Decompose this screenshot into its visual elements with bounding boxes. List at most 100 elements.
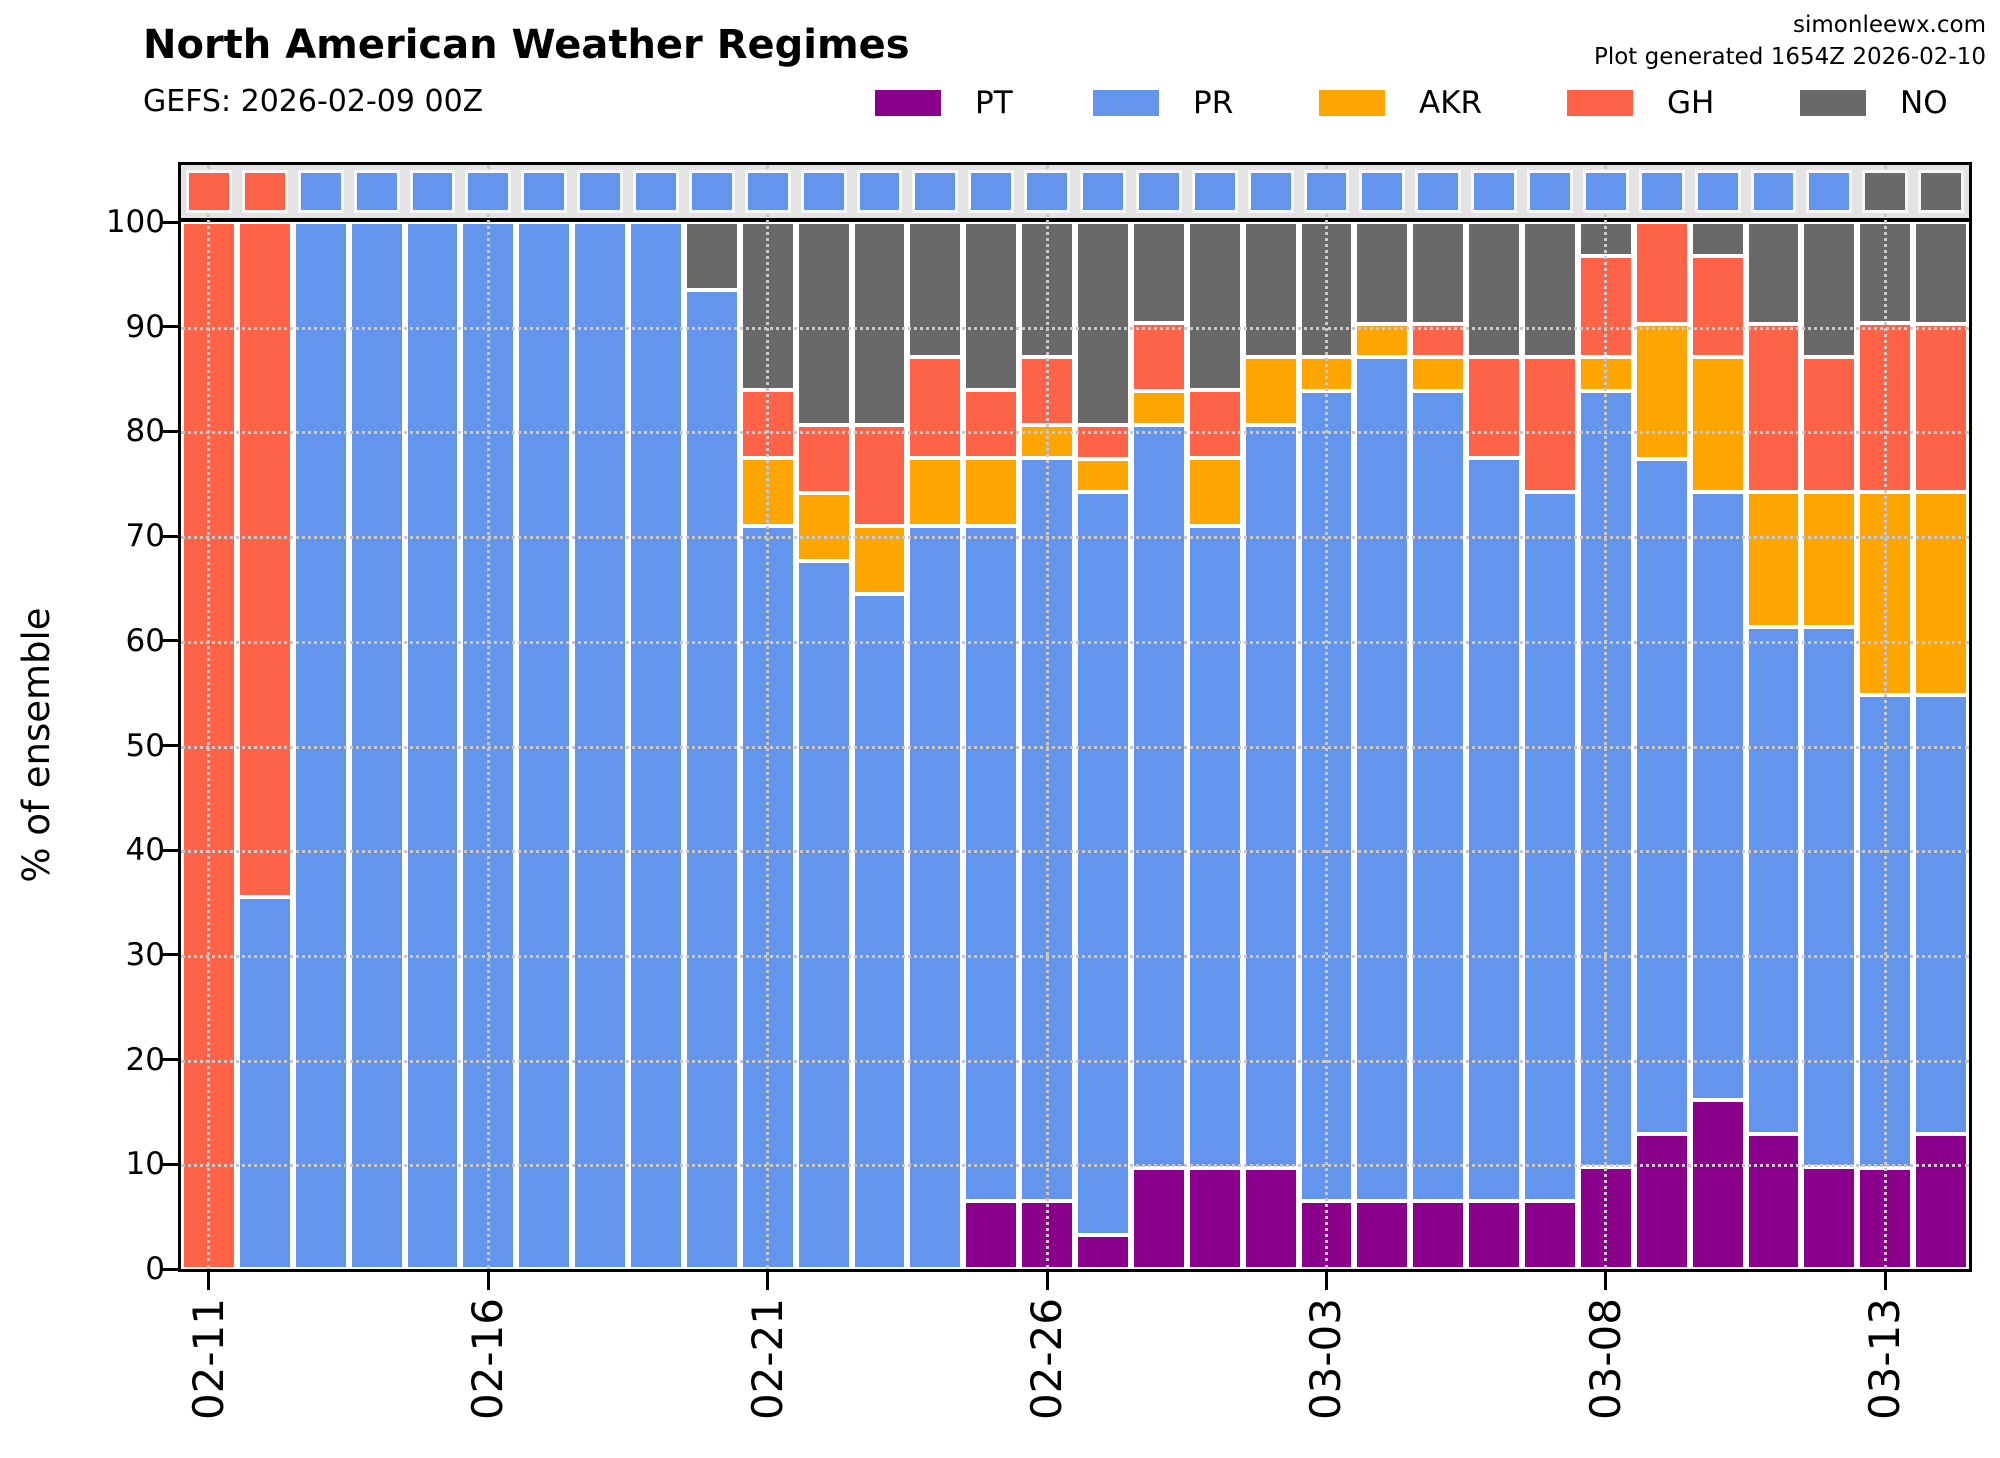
h-gridline-90 [181,326,1969,330]
legend-swatch-gh [1567,90,1633,116]
strip-cell [852,165,908,218]
generated-timestamp: Plot generated 1654Z 2026-02-10 [1593,44,1986,70]
legend-label-pr: PR [1193,85,1234,121]
regime-tile-gh [241,170,288,213]
bar-segment-no [796,222,851,425]
bar-segment-pr [1746,627,1801,1134]
bar-segment-pt [1523,1200,1577,1269]
legend-swatch-akr [1319,90,1385,116]
bar-segment-gh [852,424,907,527]
regime-tile-pr [1024,170,1070,213]
bar-column-02-28 [1131,222,1187,1269]
bar-segment-akr [1746,492,1801,628]
h-gridline-10 [181,1164,1969,1168]
strip-cell [1746,165,1802,218]
bar-segment-pt [1746,1133,1801,1269]
bar-segment-no [1131,222,1186,324]
bar-segment-pr [1802,627,1857,1168]
regime-tile-pr [1806,170,1853,213]
bar-segment-pt [964,1200,1019,1269]
regime-tile-pr [1582,170,1629,213]
strip-cell [1131,165,1187,218]
x-tick [766,1272,770,1290]
h-gridline-50 [181,745,1969,749]
bar-segment-no [1523,222,1577,358]
bar-segment-pt [1467,1201,1521,1269]
legend-label-gh: GH [1667,85,1715,121]
y-tick-label-20: 20 [125,1041,165,1078]
bar-segment-no [908,222,963,357]
regime-tile-pr [856,170,903,213]
bar-segment-pt [1802,1167,1857,1269]
strip-cell [1522,165,1578,218]
regime-tile-gh [186,170,232,213]
strip-cell [1466,165,1522,218]
legend-item-pt: PT [875,86,1013,120]
bar-segment-no [1690,222,1745,256]
strip-cell [460,165,516,218]
h-gridline-60 [181,640,1969,644]
v-gridline [1324,165,1328,1269]
y-tick [161,639,178,643]
y-tick [161,848,178,852]
bar-segment-no [1243,222,1298,357]
bar-segment-no [1914,222,1968,324]
bar-segment-no [1467,222,1521,357]
v-gridline [486,165,490,1269]
strip-cell [684,165,740,218]
bar-segment-no [1746,222,1801,324]
bar-segment-no [1802,222,1857,358]
regime-tile-pr [521,170,568,213]
y-tick-label-10: 10 [125,1146,165,1183]
legend-item-gh: GH [1567,86,1714,120]
bar-segment-gh [964,390,1019,459]
regime-tile-pr [1080,170,1126,213]
strip-cell [1857,165,1913,218]
strip-cell [907,165,963,218]
bar-segment-pr [852,594,907,1269]
strip-cell [1801,165,1857,218]
regime-tile-pr [577,170,623,213]
y-tick [161,325,178,329]
legend: PT PR AKR GH NO [0,86,2000,120]
legend-item-pr: PR [1093,86,1233,120]
strip-cell [1913,165,1969,218]
website-credit: simonleewx.com [1793,12,1986,38]
regime-tile-pr [1359,170,1406,213]
regime-tile-no [1862,170,1909,213]
y-tick [161,1058,178,1062]
bar-column-02-27 [1075,222,1131,1269]
strip-cell [405,165,461,218]
y-tick-label-80: 80 [125,413,165,450]
v-gridline [1883,165,1887,1269]
regime-tile-pr [1694,170,1741,213]
x-tick-label-03-08: 03-08 [1580,1298,1630,1421]
regime-tile-pr [1638,170,1685,213]
strip-cell [1187,165,1243,218]
bar-segment-pr [1355,357,1410,1201]
regime-tile-pr [1415,170,1462,213]
bar-segment-akr [1187,458,1242,527]
legend-item-no: NO [1800,86,1948,120]
bar-column-02-25 [963,222,1019,1269]
bar-segment-gh [1467,356,1521,459]
bar-segment-pr [1243,424,1298,1168]
bar-segment-no [1411,222,1466,324]
strip-cell [1019,165,1075,218]
x-tick [207,1272,211,1290]
regime-tile-pr [688,170,735,213]
strip-cell [796,165,852,218]
bar-column-03-02 [1243,222,1299,1269]
bar-segment-akr [908,458,963,527]
x-tick-label-02-21: 02-21 [742,1298,792,1421]
bar-segment-no [964,222,1019,391]
strip-cell [1578,165,1634,218]
bar-column-03-06 [1466,222,1522,1269]
x-tick [486,1272,490,1290]
strip-cell [293,165,349,218]
bar-segment-pr [1131,424,1186,1168]
legend-label-no: NO [1900,85,1948,121]
h-gridline-20 [181,1059,1969,1063]
x-tick [1883,1272,1887,1290]
bar-segment-akr [1076,458,1130,493]
